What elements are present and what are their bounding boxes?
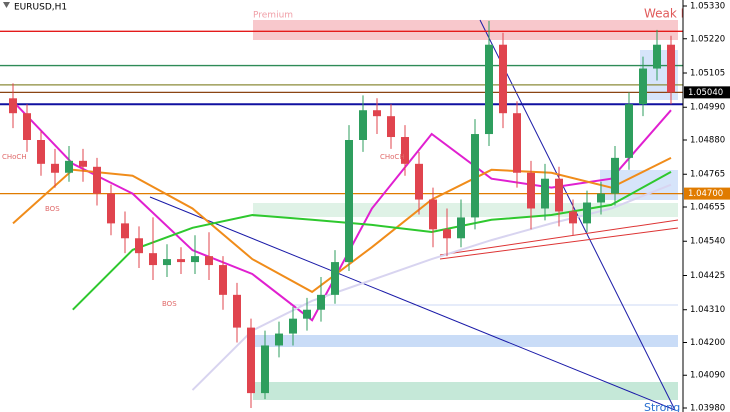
candle-body bbox=[583, 202, 591, 224]
candle-body bbox=[611, 157, 619, 194]
candle-body bbox=[415, 163, 423, 200]
candle-body bbox=[93, 166, 101, 194]
candle-body bbox=[429, 199, 437, 230]
y-tick-label: 1.04425 bbox=[690, 271, 725, 281]
candle-body bbox=[79, 160, 87, 167]
candle-body bbox=[653, 44, 661, 69]
candle-body bbox=[527, 172, 535, 209]
price-tag-label: 1.04700 bbox=[688, 189, 723, 199]
candle-body bbox=[121, 223, 129, 239]
candle-body bbox=[513, 113, 521, 173]
candle-body bbox=[401, 137, 409, 164]
symbol-title: EURUSD,H1 bbox=[14, 3, 67, 13]
channel-line bbox=[439, 227, 679, 260]
moving-average bbox=[12, 157, 672, 294]
premium-zone bbox=[253, 20, 678, 40]
candle-body bbox=[569, 211, 577, 224]
zone bbox=[253, 203, 678, 217]
y-tick-label: 1.04200 bbox=[690, 338, 725, 348]
candle-body bbox=[667, 44, 675, 93]
candle-body bbox=[471, 134, 479, 218]
dropdown-icon[interactable] bbox=[3, 2, 10, 8]
candle-body bbox=[303, 309, 311, 319]
zone bbox=[253, 335, 678, 347]
trend-line bbox=[149, 196, 676, 411]
price-axis bbox=[683, 0, 730, 412]
price-tag-label: 1.05040 bbox=[688, 88, 723, 98]
y-tick-label: 1.04090 bbox=[690, 371, 725, 381]
candle-body bbox=[219, 265, 227, 295]
y-tick-label: 1.04540 bbox=[690, 237, 725, 247]
candle-body bbox=[289, 318, 297, 334]
price-scale: 1.05330 1.05220 1.05105 1.04990 1.04880 1.047… bbox=[683, 2, 730, 412]
candle-body bbox=[177, 259, 185, 263]
strong-zone bbox=[253, 382, 678, 400]
candle-body bbox=[51, 163, 59, 173]
candle-body bbox=[9, 98, 17, 114]
y-tick-label: 1.04310 bbox=[690, 305, 725, 315]
price-tag bbox=[684, 187, 730, 200]
structure-label: BOS bbox=[162, 300, 177, 308]
candle-body bbox=[331, 262, 339, 295]
candle-body bbox=[135, 238, 143, 254]
candle-body bbox=[261, 345, 269, 394]
zone-label: Strong bbox=[644, 401, 680, 412]
candle-body bbox=[387, 116, 395, 138]
candle-body bbox=[345, 140, 353, 263]
candle-body bbox=[485, 44, 493, 135]
candle-body bbox=[457, 217, 465, 239]
y-tick-label: 1.04990 bbox=[690, 103, 725, 113]
structure-label: CHoCH bbox=[380, 153, 405, 161]
y-tick-label: 1.05105 bbox=[690, 69, 725, 79]
zone-label: Premium bbox=[253, 11, 293, 21]
candle-body bbox=[163, 259, 171, 266]
candle-body bbox=[23, 113, 31, 140]
candle-body bbox=[373, 110, 381, 117]
y-tick-label: 1.03980 bbox=[690, 404, 725, 412]
candle-body bbox=[555, 178, 563, 212]
candle-body bbox=[65, 160, 73, 173]
candle-body bbox=[205, 256, 213, 266]
plot bbox=[0, 20, 683, 408]
candle-body bbox=[597, 193, 605, 203]
structure-label: CHoCH bbox=[2, 153, 27, 161]
candle-body bbox=[541, 178, 549, 209]
candle-body bbox=[317, 294, 325, 310]
candle-body bbox=[359, 110, 367, 140]
candle-body bbox=[107, 193, 115, 224]
moving-average bbox=[191, 183, 672, 391]
structure-label: BOS bbox=[45, 205, 60, 213]
y-tick-label: 1.05220 bbox=[690, 34, 725, 44]
candle-body bbox=[639, 68, 647, 105]
candle-body bbox=[233, 294, 241, 328]
candle-body bbox=[149, 253, 157, 266]
channel-line bbox=[439, 219, 679, 256]
zone-label: Weak H bbox=[644, 7, 690, 21]
y-tick-label: 1.04765 bbox=[690, 170, 725, 180]
y-tick-label: 1.04880 bbox=[690, 136, 725, 146]
candle-body bbox=[499, 44, 507, 114]
candle-body bbox=[247, 327, 255, 394]
price-tag bbox=[684, 86, 730, 99]
y-tick-label: 1.05330 bbox=[690, 2, 725, 12]
candle-body bbox=[443, 229, 451, 239]
candle-body bbox=[37, 140, 45, 164]
candle-body bbox=[275, 333, 283, 346]
y-tick-label: 1.04655 bbox=[690, 203, 725, 213]
labels: Premium Weak H Strong CHoCH CHoCH BOS BO… bbox=[2, 7, 690, 412]
candle-body bbox=[191, 256, 199, 263]
candle-body bbox=[625, 104, 633, 158]
